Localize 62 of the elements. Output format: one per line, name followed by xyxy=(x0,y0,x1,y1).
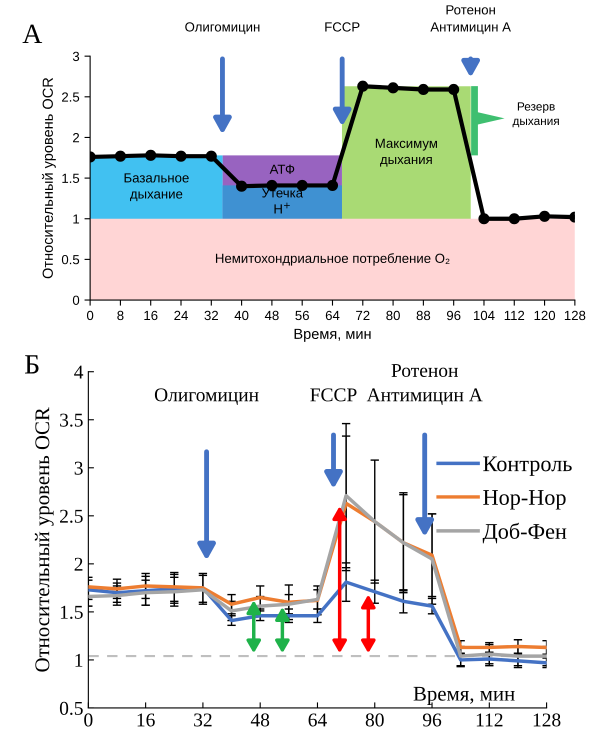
annotation: Олигомицин xyxy=(154,388,259,405)
text: FCCP xyxy=(325,22,360,32)
x-axis-title: Время, мин xyxy=(414,686,515,705)
x-tick-label: 32 xyxy=(194,713,212,727)
x-tick-label: 16 xyxy=(144,310,158,320)
legend-label: Доб-Фен xyxy=(482,522,566,544)
series-label: Базальное дыхание xyxy=(124,173,189,202)
y-tick-label: 1 xyxy=(75,654,82,667)
series-label: Утечка H$^{+}$ xyxy=(262,188,304,214)
y-tick-label: 1.5 xyxy=(62,174,80,184)
y-tick-label: 3.5 xyxy=(60,414,83,427)
y-tick-label: 1.5 xyxy=(60,606,83,619)
y-tick-label: 2.5 xyxy=(60,510,83,523)
y-tick-label: 0.5 xyxy=(60,702,83,715)
x-tick-label: 88 xyxy=(416,310,430,320)
y-tick-label: 0.5 xyxy=(62,254,80,264)
x-tick-label: 112 xyxy=(504,310,524,320)
x-tick-label: 128 xyxy=(564,310,586,320)
annotation: FCCP xyxy=(310,388,357,402)
x-tick-label: 120 xyxy=(534,310,556,320)
legend-label: Нор-Нор xyxy=(483,490,566,510)
x-tick-label: 32 xyxy=(204,310,218,320)
y-axis-title: Относительный уровень OCR xyxy=(42,78,56,278)
y-tick-label: 0 xyxy=(72,296,80,305)
band-label: Немитохондриальное потребление O₂ xyxy=(216,253,450,266)
chart-title: А xyxy=(22,24,42,43)
y-tick-label: 1 xyxy=(73,214,80,224)
series-label: Максимум дыхания xyxy=(376,138,437,167)
y-tick-label: 4 xyxy=(74,366,84,378)
x-tick-label: 80 xyxy=(386,310,400,320)
series-label: АТФ xyxy=(270,164,294,174)
x-tick-label: 16 xyxy=(138,713,155,727)
x-tick-label: 56 xyxy=(295,310,309,320)
y-tick-label: 2 xyxy=(74,558,82,571)
x-tick-label: 72 xyxy=(356,310,370,320)
x-tick-label: 64 xyxy=(308,713,327,727)
annotation: Резерв дыхания xyxy=(512,102,559,128)
chart-title: Б xyxy=(24,355,39,374)
y-tick-label: 2.5 xyxy=(62,92,80,102)
x-tick-label: 40 xyxy=(234,310,248,320)
x-tick-label: 104 xyxy=(474,310,495,320)
annotation: Ротенон Антимицин А xyxy=(366,364,483,405)
x-tick-label: 96 xyxy=(446,310,460,320)
y-tick-label: 3 xyxy=(74,462,83,475)
x-tick-label: 48 xyxy=(250,713,270,727)
x-tick-label: 48 xyxy=(264,310,279,320)
x-tick-label: 0 xyxy=(84,713,92,727)
x-tick-label: 80 xyxy=(366,713,384,727)
text: Ротенон Антимицин А xyxy=(430,5,511,34)
y-tick-label: 2 xyxy=(73,133,80,142)
x-axis-title: Время, мин xyxy=(294,328,371,342)
x-tick-label: 64 xyxy=(326,310,340,320)
text: Олигомицин xyxy=(185,22,260,34)
y-axis-title: Относительный уровень OCR xyxy=(34,407,54,672)
y-tick-label: 3 xyxy=(72,52,80,62)
x-tick-label: 0 xyxy=(86,310,94,320)
x-tick-label: 8 xyxy=(117,310,124,320)
legend-label: Контроль xyxy=(483,456,572,476)
x-tick-label: 24 xyxy=(174,310,188,320)
x-tick-label: 96 xyxy=(422,713,442,727)
x-tick-label: 128 xyxy=(534,713,560,727)
x-tick-label: 112 xyxy=(476,713,502,726)
